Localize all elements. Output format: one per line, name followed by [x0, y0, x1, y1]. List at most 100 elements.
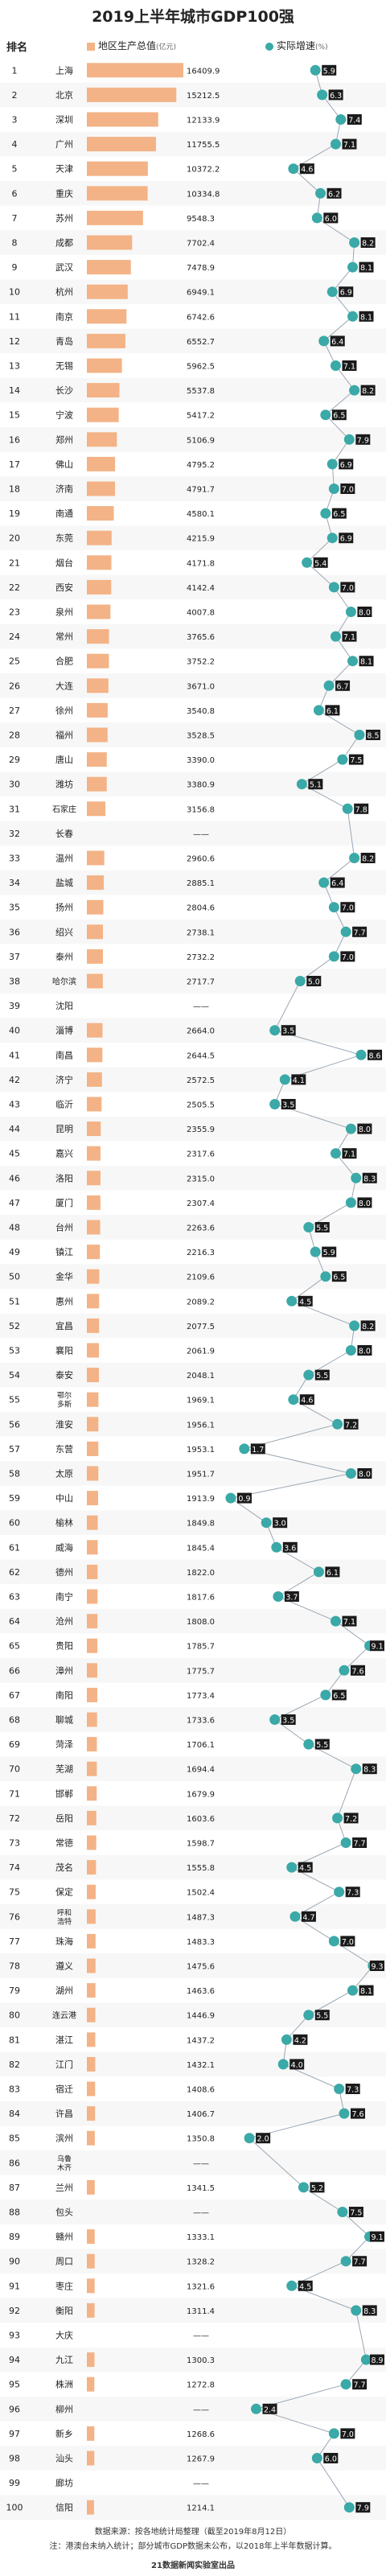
growth-value: 5.4: [314, 559, 326, 568]
gdp-bar: [87, 801, 106, 817]
gdp-value: 1951.7: [187, 1471, 215, 1479]
growth-value: 9.1: [371, 2233, 383, 2242]
growth-label-bg: [343, 1418, 359, 1430]
growth-value: 6.0: [325, 215, 337, 224]
city-label: 漳州: [55, 1665, 73, 1676]
city-label: 枣庄: [55, 2280, 73, 2291]
gdp-bar: [87, 1663, 97, 1678]
growth-label-bg: [290, 2059, 305, 2070]
growth-dot: [345, 1468, 356, 1479]
gdp-value: 15212.5: [187, 92, 220, 101]
city-label: 兰州: [55, 2183, 73, 2193]
gdp-bar: [87, 899, 104, 915]
rank-label: 5: [12, 164, 18, 175]
rank-label: 85: [9, 2134, 20, 2144]
city-label: 福州: [55, 730, 73, 741]
gdp-bar: [87, 1515, 98, 1530]
gdp-bar: [87, 579, 112, 595]
growth-dot: [277, 2059, 289, 2070]
growth-label-bg: [281, 1099, 296, 1109]
growth-dot: [281, 2034, 292, 2045]
row-stripe: [0, 2150, 386, 2175]
growth-value: 3.5: [282, 1027, 294, 1036]
growth-label-bg: [326, 187, 342, 199]
row-stripe: [0, 1116, 386, 1142]
city-label: 宁波: [55, 409, 73, 421]
rank-label: 40: [9, 1026, 20, 1036]
gdp-value: 1272.8: [187, 2381, 215, 2390]
growth-value: 8.2: [362, 387, 374, 396]
gdp-value: 2644.5: [187, 1051, 215, 1060]
growth-label-bg: [330, 335, 345, 347]
rank-label: 32: [9, 829, 20, 839]
gdp-bar: [87, 1761, 97, 1776]
row-stripe: [0, 2051, 386, 2077]
gdp-value: 5106.9: [187, 436, 215, 445]
rank-label: 37: [9, 952, 20, 962]
growth-dot: [332, 1813, 343, 1824]
growth-value: 7.0: [342, 486, 354, 495]
growth-dot: [330, 138, 341, 150]
growth-dot: [310, 1246, 321, 1257]
growth-value: 5.0: [308, 978, 320, 987]
growth-label-bg: [340, 1936, 355, 1947]
rank-label: 94: [9, 2355, 20, 2365]
growth-dot: [328, 951, 339, 962]
growth-label-bg: [357, 607, 372, 617]
growth-label-bg: [342, 1148, 357, 1159]
gdp-bar: [87, 949, 103, 964]
gdp-value: 1603.6: [187, 1815, 215, 1824]
growth-dot: [326, 459, 338, 470]
gdp-value: 1446.9: [187, 2012, 215, 2021]
growth-value: 7.0: [342, 584, 354, 593]
gdp-value: 1913.9: [187, 1495, 215, 1504]
growth-dot: [328, 484, 339, 494]
city-label: 宿迁: [55, 2084, 73, 2095]
gdp-bar: [87, 2106, 96, 2121]
growth-value: 6.1: [326, 707, 339, 716]
growth-value: 4.6: [301, 1397, 313, 1405]
rank-label: 22: [9, 582, 20, 593]
row-stripe: [0, 1707, 386, 1732]
growth-value: 6.5: [333, 1692, 345, 1701]
growth-value: 7.7: [354, 2258, 366, 2267]
rank-label: 68: [9, 1715, 20, 1726]
gdp-bar: [87, 1220, 101, 1235]
growth-label-bg: [345, 1887, 360, 1898]
growth-label-bg: [359, 1985, 374, 1996]
rank-label: 41: [9, 1050, 20, 1060]
growth-dot: [288, 163, 299, 175]
gdp-bar: [87, 1441, 99, 1456]
rank-label: 80: [9, 2010, 20, 2021]
city-label: 洛阳: [55, 1172, 73, 1183]
row-stripe: [0, 1412, 386, 1437]
gdp-value: 2077.5: [187, 1323, 215, 1331]
growth-dot: [328, 1936, 339, 1947]
gdp-bar: [87, 1392, 99, 1407]
rank-label: 73: [9, 1838, 20, 1849]
city-label: 湖州: [55, 1985, 73, 1996]
rank-label: 4: [12, 139, 18, 150]
growth-dot: [294, 976, 306, 986]
rank-label: 89: [9, 2232, 20, 2242]
gdp-value: 2572.5: [187, 1076, 215, 1085]
growth-value: 9.1: [371, 1643, 383, 1652]
gdp-bar: [87, 530, 112, 545]
gdp-bar: [87, 1318, 100, 1333]
rank-label: 92: [9, 2306, 20, 2316]
rank-label: 20: [9, 533, 20, 544]
growth-label-bg: [331, 409, 347, 421]
rank-label: 9: [12, 262, 18, 273]
gdp-value: 4580.1: [187, 510, 215, 519]
growth-value: 9.3: [371, 1963, 383, 1972]
growth-label-bg: [352, 926, 368, 937]
rank-label: 79: [9, 1985, 20, 1996]
growth-label-bg: [340, 582, 355, 593]
city-label: 芜湖: [55, 1763, 73, 1775]
growth-label-bg: [262, 2403, 277, 2414]
city-label: 汕头: [55, 2454, 73, 2464]
city-label: 佛山: [55, 459, 73, 470]
rank-label: 63: [9, 1592, 20, 1603]
growth-dot: [310, 64, 321, 76]
growth-dot: [320, 1271, 331, 1282]
